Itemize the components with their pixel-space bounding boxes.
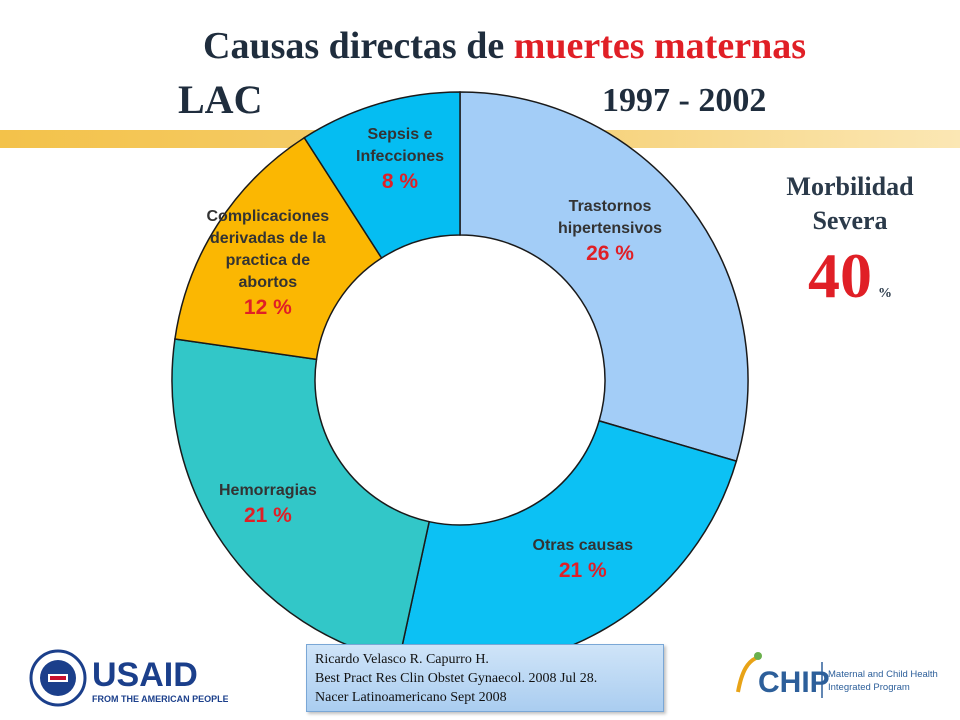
slice-pct-2: 21 % [243,504,292,527]
donut-slice-3 [174,136,383,361]
mchip-name: CHIP [758,666,830,699]
morbidity-value: 40 [808,240,872,311]
usaid-logo: USAID FROM THE AMERICAN PEOPLE [29,649,228,707]
mchip-tagline-2: Integrated Program [828,682,910,693]
slice-label-3-line-0: Complicaciones [206,208,330,225]
region-label: LAC [178,77,263,122]
page-title: Causas directas de muertes maternas [203,25,806,67]
slice-label-1-line-0: Otras causas [532,537,634,554]
slice-pct-1: 21 % [558,559,607,582]
slice-label-0-line-0: Trastornos [568,198,652,215]
slice-label-3-line-2: practica de [225,252,311,269]
slice-label-3-line-3: abortos [238,274,298,291]
usaid-tagline: FROM THE AMERICAN PEOPLE [92,694,228,704]
slice-label-3-line-1: derivadas de la [210,230,326,247]
mchip-mark-icon [736,656,757,693]
morbidity-unit: % [878,286,892,301]
slice-label-4-line-0: Sepsis e [367,126,433,143]
slice-pct-4: 8 % [381,170,419,193]
usaid-name: USAID [92,656,198,694]
slice-label-2-line-0: Hemorragias [219,482,317,499]
slice-pct-3: 12 % [243,296,292,319]
year-range: 1997 - 2002 [602,82,767,119]
citation-line-2: Best Pract Res Clin Obstet Gynaecol. 200… [315,671,598,686]
morbidity-line-2: Severa [812,206,888,235]
slice-pct-0: 26 % [586,242,634,265]
mchip-logo: CHIP Maternal and Child Health Integrate… [736,652,938,699]
slice-label-4: Sepsis e Infecciones 8 % [356,124,444,196]
slice-label-2: Hemorragias 21 % [219,480,317,530]
slice-label-1: Otras causas 21 % [533,535,634,585]
morbidity-panel: Morbilidad Severa 40% [740,170,960,314]
citation-line-3: Nacer Latinoamericano Sept 2008 [315,690,507,705]
donut-slice-0 [459,91,749,463]
citation-box: Ricardo Velasco R. Capurro H. Best Pract… [306,644,664,712]
morbidity-line-1: Morbilidad [786,172,914,201]
slice-label-0-line-1: hipertensivos [558,220,663,237]
slice-label-0: Trastornos hipertensivos 26 % [558,196,662,268]
donut-slice-4 [303,91,461,260]
slice-label-3: Complicaciones derivadas de la practica de… [207,206,330,322]
citation-line-1: Ricardo Velasco R. Capurro H. [315,652,489,667]
donut-slice-2 [171,338,431,663]
mchip-tagline-1: Maternal and Child Health [828,669,938,680]
slice-label-4-line-1: Infecciones [356,148,445,165]
